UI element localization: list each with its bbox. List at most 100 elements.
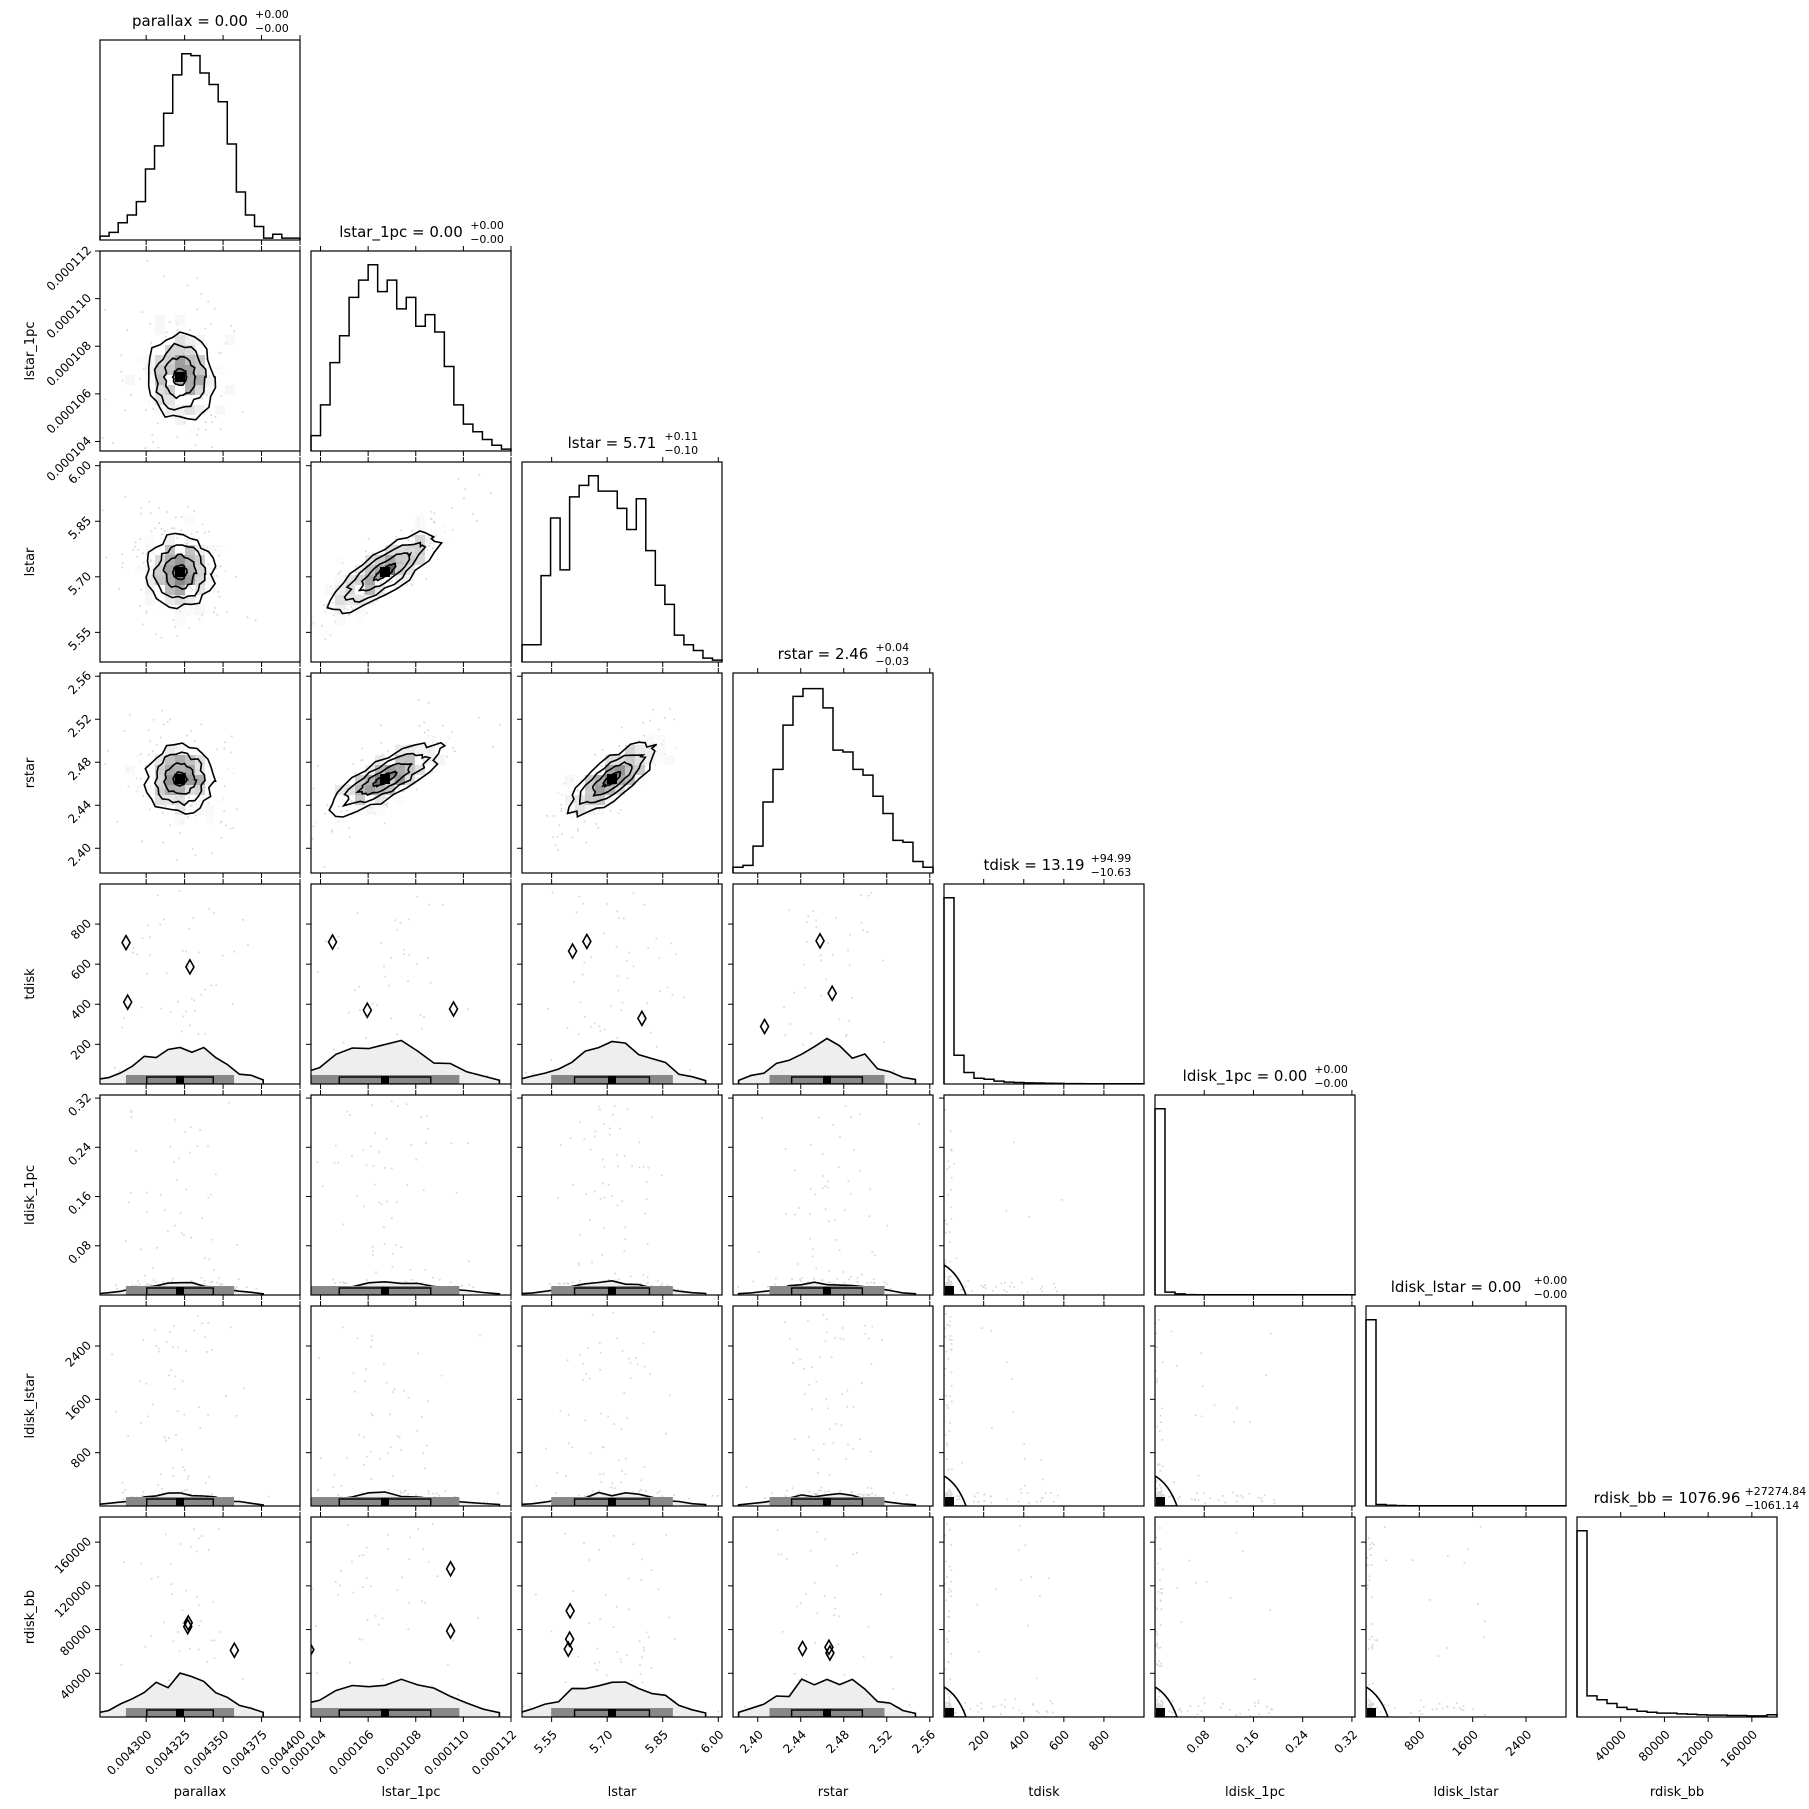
density-cell	[175, 615, 185, 625]
sample-point	[149, 740, 152, 743]
sample-point	[365, 1576, 368, 1579]
sample-point	[422, 759, 425, 762]
sample-point	[418, 724, 421, 727]
sample-point	[636, 1363, 639, 1366]
sample-point	[579, 1353, 582, 1356]
histogram-rstar	[732, 687, 934, 873]
sample-point	[585, 1193, 588, 1196]
sample-point	[591, 1261, 594, 1264]
sample-point	[616, 1037, 619, 1040]
sample-point	[350, 1155, 353, 1158]
sample-point	[380, 579, 383, 582]
density-cell	[595, 785, 605, 795]
sample-point	[196, 433, 199, 436]
sample-point	[201, 1217, 204, 1220]
panel-frame	[99, 883, 301, 1085]
sample-point	[403, 948, 406, 951]
sample-point	[689, 1069, 692, 1072]
sample-point	[590, 956, 593, 959]
sample-point	[1023, 1457, 1026, 1460]
sample-point	[461, 1284, 464, 1287]
sample-point	[382, 1226, 385, 1229]
panel-content	[944, 1312, 1059, 1506]
sample-point	[870, 1487, 873, 1490]
sample-point	[118, 587, 121, 590]
sample-point	[188, 927, 191, 930]
sample-point	[173, 527, 176, 530]
sample-point	[964, 1702, 967, 1705]
sample-point	[602, 1226, 605, 1229]
sample-point	[842, 1338, 845, 1341]
sample-point	[216, 1281, 219, 1284]
sample-point	[670, 942, 673, 945]
sample-point	[365, 1279, 368, 1282]
sample-point	[332, 1278, 335, 1281]
sample-point	[656, 1280, 659, 1283]
sample-point	[126, 329, 129, 332]
sample-point	[872, 1278, 875, 1281]
density-cell	[235, 755, 245, 765]
panel-bg	[1366, 1306, 1566, 1506]
density-cell	[415, 555, 425, 565]
sample-point	[241, 411, 244, 414]
sample-point	[398, 1436, 401, 1439]
sample-point	[190, 1126, 193, 1129]
sample-point	[606, 902, 609, 905]
density-cell	[425, 755, 435, 765]
sample-point	[589, 1148, 592, 1151]
panel-content	[311, 1326, 501, 1506]
sample-point	[870, 1362, 873, 1365]
sample-point	[849, 1275, 852, 1278]
density-cell	[165, 425, 175, 435]
sample-point	[337, 1161, 340, 1164]
sample-point	[774, 1277, 777, 1280]
sample-point	[817, 1116, 820, 1119]
sample-point	[964, 1285, 967, 1288]
sample-point	[235, 575, 238, 578]
panel-bg	[522, 1306, 722, 1506]
sample-point	[594, 1130, 597, 1133]
sample-point	[974, 1495, 977, 1498]
sample-point	[668, 707, 671, 710]
sample-point	[218, 595, 221, 598]
density-cell	[185, 425, 195, 435]
sample-point	[949, 1678, 952, 1681]
sample-point	[949, 1395, 952, 1398]
sample-point	[639, 1488, 642, 1491]
sample-point	[198, 1624, 201, 1627]
sample-point	[146, 972, 149, 975]
sample-point	[677, 1288, 680, 1291]
sample-point	[386, 805, 389, 808]
sample-point	[859, 894, 862, 897]
sample-point	[856, 1281, 859, 1284]
sample-point	[577, 1032, 580, 1035]
sample-point	[948, 1696, 951, 1699]
sample-point	[1018, 1709, 1021, 1712]
sample-point	[867, 1625, 870, 1628]
sample-point	[597, 826, 600, 829]
sample-point	[189, 1151, 192, 1154]
sample-point	[827, 942, 830, 945]
sample-point	[947, 1661, 950, 1664]
sample-point	[428, 903, 431, 906]
sample-point	[846, 1405, 849, 1408]
sample-point	[188, 328, 191, 331]
sample-point	[152, 718, 155, 721]
sample-point	[207, 1321, 210, 1324]
sample-point	[653, 1331, 656, 1334]
sample-point	[1175, 1364, 1178, 1367]
panel-frame	[732, 1305, 934, 1507]
sample-point	[188, 627, 191, 630]
sample-point	[201, 1322, 204, 1325]
sample-point	[371, 1245, 374, 1248]
sample-point	[808, 1490, 811, 1493]
sample-point	[324, 638, 327, 641]
density-cell	[585, 785, 595, 795]
panel-title-upper-error: +94.99	[1091, 852, 1132, 865]
sample-point	[813, 1581, 816, 1584]
sample-point	[948, 1615, 951, 1618]
sample-point	[163, 1436, 166, 1439]
density-cell	[405, 545, 415, 555]
density-peak	[823, 1076, 831, 1084]
sample-point	[159, 1193, 162, 1196]
